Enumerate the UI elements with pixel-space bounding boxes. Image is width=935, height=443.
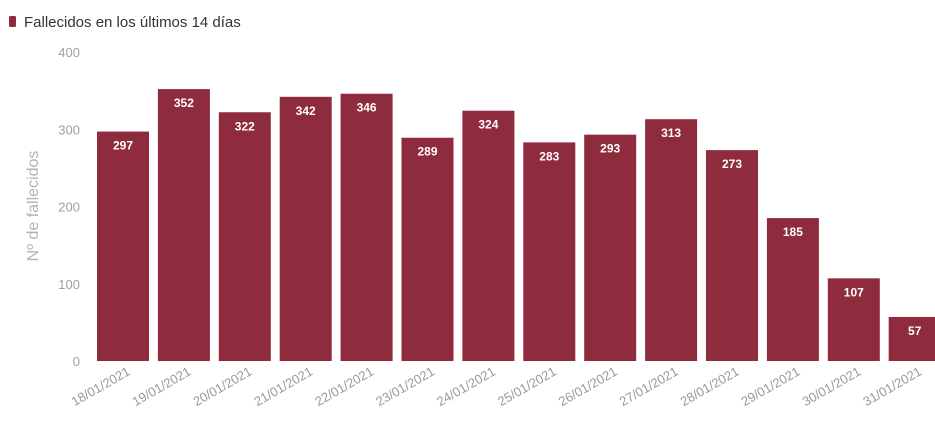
bar[interactable]	[401, 137, 454, 361]
bar[interactable]	[706, 150, 758, 361]
bar[interactable]	[888, 316, 935, 361]
x-tick-label: 28/01/2021	[678, 364, 742, 410]
y-tick-label: 0	[73, 354, 80, 369]
x-tick-label: 19/01/2021	[130, 364, 194, 410]
legend: Fallecidos en los últimos 14 días	[9, 14, 241, 31]
bar-value-label: 273	[722, 157, 742, 171]
y-tick-label: 200	[58, 200, 80, 215]
y-tick-label: 400	[58, 45, 80, 60]
bar-value-label: 293	[600, 142, 620, 156]
x-tick-label: 27/01/2021	[617, 364, 681, 410]
bar-value-label: 57	[908, 324, 922, 338]
x-tick-label: 25/01/2021	[495, 364, 559, 410]
x-tick-label: 21/01/2021	[251, 364, 315, 410]
bar-value-label: 352	[174, 96, 194, 110]
y-tick-label: 300	[58, 122, 80, 137]
y-axis-title: Nº de fallecidos	[25, 151, 42, 262]
bar[interactable]	[157, 89, 210, 361]
bar-value-label: 297	[113, 139, 133, 153]
bar[interactable]	[218, 112, 271, 361]
bar-value-label: 346	[357, 101, 377, 115]
x-tick-label: 31/01/2021	[860, 364, 924, 410]
x-tick-label: 20/01/2021	[190, 364, 254, 410]
bar[interactable]	[523, 142, 576, 361]
x-tick-label: 18/01/2021	[69, 364, 133, 410]
x-tick-label: 22/01/2021	[312, 364, 376, 410]
bar-value-label: 324	[478, 118, 498, 132]
bar-value-label: 313	[661, 126, 681, 140]
bar[interactable]	[462, 110, 515, 362]
x-tick-label: 29/01/2021	[739, 364, 803, 410]
x-tick-label: 24/01/2021	[434, 364, 498, 410]
bars: 297 352 322 342 346 289 324 283 293 313 273 185 107 5…	[97, 89, 935, 362]
bar-value-label: 185	[783, 225, 803, 239]
bar[interactable]	[827, 278, 880, 361]
legend-swatch	[9, 16, 16, 27]
bar[interactable]	[340, 93, 393, 361]
bar-value-label: 342	[296, 104, 316, 118]
bar[interactable]	[97, 131, 149, 361]
bar[interactable]	[766, 218, 819, 361]
bar-value-label: 107	[844, 285, 864, 299]
y-axis: 0 100 200 300 400	[58, 45, 80, 369]
x-tick-label: 30/01/2021	[799, 364, 863, 410]
bar-value-label: 283	[539, 149, 559, 163]
x-tick-label: 23/01/2021	[373, 364, 437, 410]
y-tick-label: 100	[58, 277, 80, 292]
bar[interactable]	[584, 134, 637, 361]
x-tick-label: 26/01/2021	[556, 364, 620, 410]
bar[interactable]	[645, 119, 698, 362]
legend-label: Fallecidos en los últimos 14 días	[24, 14, 241, 31]
bar-value-label: 322	[235, 119, 255, 133]
bar-value-label: 289	[417, 145, 437, 159]
bar[interactable]	[279, 96, 332, 362]
x-axis: 18/01/202119/01/202120/01/202121/01/2021…	[69, 364, 925, 410]
